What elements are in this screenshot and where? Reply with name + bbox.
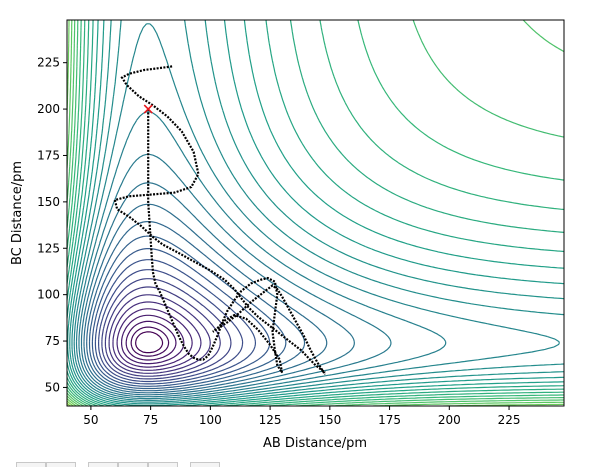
- y-tick-label: 225: [37, 56, 60, 70]
- contour-level: [80, 182, 355, 396]
- toolbar-button[interactable]: [88, 462, 118, 467]
- contour-level: [83, 203, 328, 394]
- toolbar-button[interactable]: [16, 462, 46, 467]
- contour-level: [104, 286, 221, 377]
- plot-frame: [66, 19, 565, 407]
- y-tick-label: 175: [37, 148, 60, 162]
- contour-level: [125, 320, 177, 361]
- contour-level: [67, 20, 564, 406]
- contour-level: [67, 20, 564, 406]
- contour-level: [135, 331, 164, 354]
- start-marker-group: [143, 104, 153, 114]
- y-axis-label: BC Distance/pm: [10, 161, 25, 265]
- y-tick-label: 100: [37, 288, 60, 302]
- toolbar-button[interactable]: [148, 462, 178, 467]
- x-tick-label: 100: [199, 413, 222, 427]
- x-tick-label: 75: [143, 413, 158, 427]
- x-tick-label: 225: [498, 413, 521, 427]
- x-tick-label: 150: [318, 413, 341, 427]
- toolbar-button[interactable]: [190, 462, 220, 467]
- trajectory-line: [147, 109, 327, 376]
- x-tick-label: 125: [259, 413, 282, 427]
- y-tick-label: 200: [37, 102, 60, 116]
- y-axis-ticks: 50 75 100 125 150 175 200 225: [37, 56, 67, 394]
- contour-level: [67, 20, 564, 406]
- contour-level: [91, 248, 271, 387]
- contour-level: [78, 153, 392, 398]
- y-tick-label: 150: [37, 195, 60, 209]
- contour-level: [67, 20, 564, 406]
- y-tick-label: 125: [37, 241, 60, 255]
- contour-level: [71, 20, 564, 403]
- contour-level: [112, 301, 202, 371]
- y-tick-label: 75: [45, 334, 60, 348]
- plot-area: [67, 20, 564, 406]
- figure-toolbar: [0, 462, 596, 467]
- contour-level: [108, 294, 211, 374]
- contour-level: [130, 326, 170, 357]
- contour-level: [116, 308, 193, 368]
- contour-level: [73, 23, 560, 401]
- x-axis-ticks: 50 75 100 125 150 175 200 225: [83, 406, 520, 427]
- contour-level: [67, 20, 564, 406]
- toolbar-button[interactable]: [46, 462, 76, 467]
- x-tick-label: 175: [378, 413, 401, 427]
- start-marker: [143, 104, 153, 114]
- trajectory-line-secondary: [113, 65, 326, 374]
- contour-level: [69, 20, 564, 405]
- y-tick-label: 50: [45, 380, 60, 394]
- contour-level: [101, 278, 232, 380]
- contour-lines: [67, 20, 564, 406]
- contour-level: [67, 20, 564, 406]
- contour-level: [86, 221, 306, 392]
- toolbar-button[interactable]: [118, 462, 148, 467]
- trajectory-group: [113, 65, 327, 376]
- x-axis-label: AB Distance/pm: [263, 436, 367, 451]
- contour-level: [75, 111, 447, 400]
- contour-level: [67, 20, 564, 406]
- x-tick-label: 50: [83, 413, 98, 427]
- x-tick-label: 200: [438, 413, 461, 427]
